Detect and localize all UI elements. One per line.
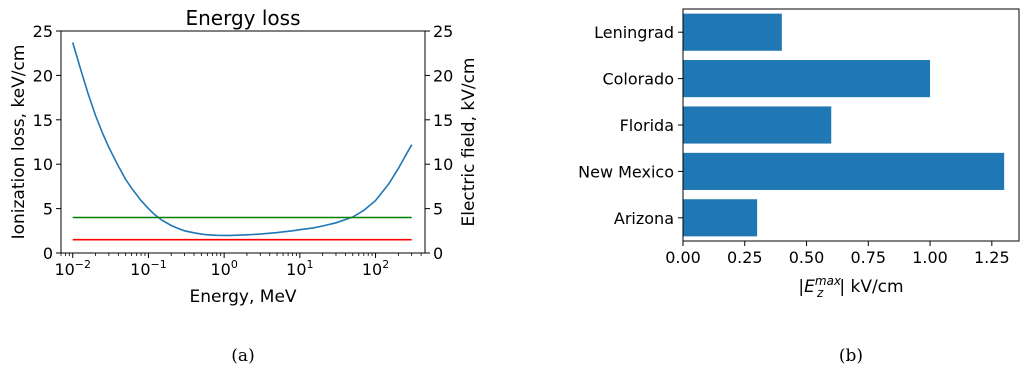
chart-b-x-tick-label: 0.25	[727, 248, 763, 267]
chart-a-y-tick-label: 25	[33, 22, 53, 41]
chart-b-x-ticks: 0.00 0.25 0.50 0.75 1.00 1.25	[665, 241, 1010, 267]
chart-b-category-label: New Mexico	[578, 162, 674, 181]
chart-a-y-tick-label-right: 15	[433, 111, 453, 130]
chart-b-x-tick-label: 0.75	[850, 248, 886, 267]
chart-b-xlabel-symbol: E	[804, 277, 815, 297]
energy-loss-chart: Energy loss 10−2 10−1 100 101 102 0510152025…	[9, 6, 479, 366]
chart-b-xlabel-sub: z	[816, 286, 824, 300]
chart-b-marks	[683, 13, 1005, 237]
bar-leningrad	[683, 13, 782, 51]
chart-a-x-tick-label: 10−2	[54, 258, 91, 279]
chart-b-category-label: Arizona	[614, 209, 674, 228]
chart-b-category-label: Florida	[620, 116, 674, 135]
chart-a-y-tick-label-right: 10	[433, 155, 453, 174]
chart-b-y-ticks: Leningrad Colorado Florida New Mexico Arizon…	[578, 23, 683, 228]
chart-a-y-tick-label: 15	[33, 111, 53, 130]
chart-a-y-tick-label: 5	[43, 200, 53, 219]
chart-b-xlabel-close: | kV/cm	[839, 277, 903, 297]
chart-a-y-tick-label: 20	[33, 66, 53, 85]
chart-a-x-tick-label: 10−1	[130, 258, 167, 279]
chart-a-xlabel: Energy, MeV	[189, 287, 296, 307]
bar-new-mexico	[683, 152, 1005, 190]
chart-b-x-tick-label: 1.25	[974, 248, 1010, 267]
chart-b-x-tick-label: 0.50	[789, 248, 825, 267]
chart-a-marks	[71, 42, 413, 241]
chart-a-y-tick-label-right: 0	[433, 244, 443, 263]
bar-colorado	[683, 60, 931, 98]
field-bar-chart: 0.00 0.25 0.50 0.75 1.00 1.25 Leningrad Colora…	[578, 8, 1020, 366]
chart-a-y-tick-label: 0	[43, 244, 53, 263]
chart-b-xlabel-open: |	[798, 277, 804, 297]
chart-a-y-tick-label-right: 20	[433, 66, 453, 85]
chart-a-ylabel-right: Electric field, kV/cm	[459, 58, 479, 227]
chart-b-xlabel-sup: max	[815, 274, 842, 288]
chart-a-y-ticks-right: 0 5 10 15 20 25	[425, 22, 453, 263]
chart-b-caption: (b)	[839, 346, 863, 366]
chart-a-title: Energy loss	[185, 6, 300, 30]
chart-a-plot-frame	[60, 30, 426, 254]
bar-arizona	[683, 199, 758, 237]
chart-a-y-tick-label-right: 25	[433, 22, 453, 41]
chart-a-y-tick-label-right: 5	[433, 200, 443, 219]
chart-a-x-ticks: 10−2 10−1 100 101 102	[54, 253, 422, 279]
chart-a-ylabel: Ionization loss, keV/cm	[9, 45, 29, 240]
chart-a-x-tick-label: 102	[362, 258, 389, 279]
chart-b-x-tick-label: 0.00	[665, 248, 701, 267]
chart-a-caption: (a)	[231, 346, 254, 366]
chart-b-xlabel: |Emax z | kV/cm	[798, 274, 903, 300]
chart-b-x-tick-label: 1.00	[912, 248, 948, 267]
chart-b-category-label: Colorado	[602, 70, 674, 89]
ionization-loss-curve	[71, 42, 413, 237]
chart-a-x-tick-label: 100	[210, 258, 237, 279]
bar-florida	[683, 106, 832, 144]
chart-a-y-tick-label: 10	[33, 155, 53, 174]
chart-a-x-tick-label: 101	[286, 258, 313, 279]
chart-a-y-ticks: 0 5 10 15 20 25	[33, 22, 61, 263]
chart-b-category-label: Leningrad	[594, 23, 674, 42]
